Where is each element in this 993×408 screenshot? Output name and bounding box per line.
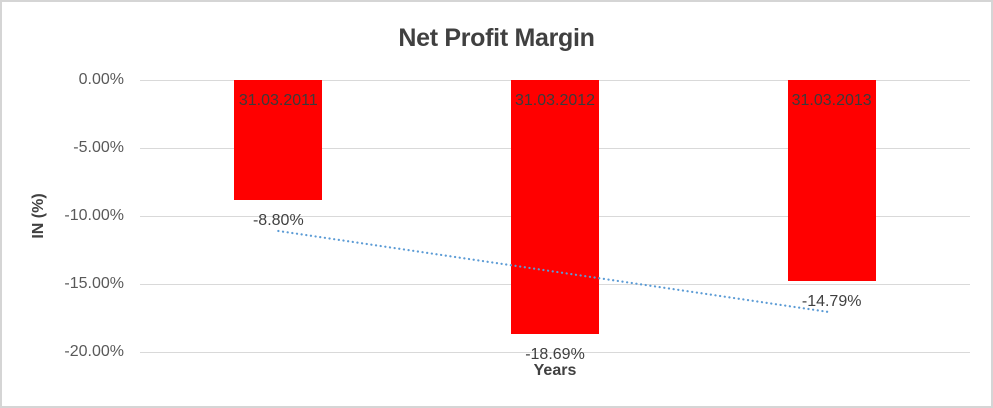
chart-title: Net Profit Margin	[398, 24, 595, 52]
y-tick-label: -10.00%	[64, 207, 124, 224]
y-tick-label: -20.00%	[64, 343, 124, 360]
y-gridline	[140, 352, 970, 353]
bar	[787, 80, 876, 282]
bar	[511, 80, 599, 335]
y-tick-label: 0.00%	[78, 71, 124, 88]
y-tick-label: -5.00%	[73, 139, 124, 156]
x-axis-title: Years	[533, 362, 577, 379]
bar	[234, 80, 323, 200]
bar-category-label: 31.03.2013	[791, 92, 872, 109]
bar-category-label: 31.03.2011	[238, 92, 318, 109]
bar-value-label: -14.79%	[801, 293, 862, 311]
bar-value-label: -18.69%	[525, 346, 585, 364]
y-tick-label: -15.00%	[64, 275, 124, 292]
bar-category-label: 31.03.2012	[514, 92, 596, 109]
bar-value-label: -8.80%	[252, 211, 304, 229]
